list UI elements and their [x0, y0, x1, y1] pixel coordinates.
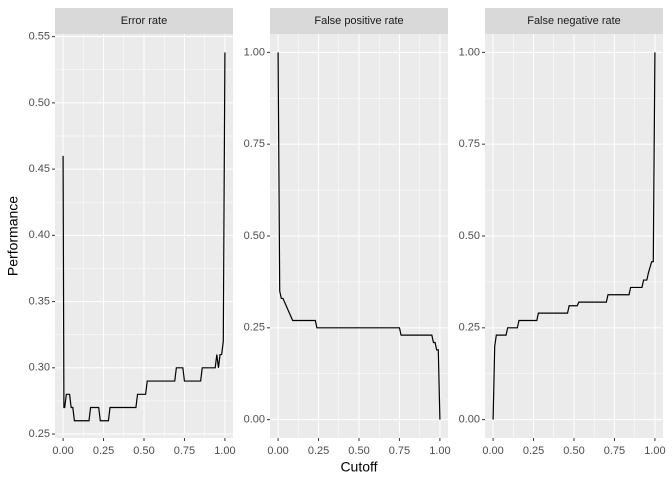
y-tick-label: 0.35 — [29, 295, 50, 307]
x-tick-label: 0.50 — [563, 445, 584, 457]
y-tick-label: 0.00 — [244, 414, 265, 426]
x-tick-label: 0.25 — [308, 445, 329, 457]
x-tick-label: 0.75 — [389, 445, 410, 457]
y-tick-label: 1.00 — [459, 46, 480, 58]
line — [277, 52, 441, 420]
x-tick-label: 0.50 — [133, 445, 154, 457]
strip — [270, 8, 448, 34]
y-tick-label: 0.50 — [29, 97, 50, 109]
y-axis-title: Performance — [5, 196, 21, 276]
y-tick-label: 0.75 — [244, 138, 265, 150]
strip — [55, 8, 233, 34]
x-tick-label: 1.00 — [429, 445, 450, 457]
y-tick-label: 0.40 — [29, 229, 50, 241]
y-tick-label: 0.30 — [29, 362, 50, 374]
panel-title: False positive rate — [314, 15, 403, 27]
x-tick-label: 0.00 — [267, 445, 288, 457]
line — [62, 52, 226, 422]
x-axis-title: Cutoff — [340, 459, 377, 475]
x-tick-label: 0.25 — [523, 445, 544, 457]
x-tick-label: 0.25 — [93, 445, 114, 457]
y-tick-label: 1.00 — [244, 46, 265, 58]
x-tick-label: 0.75 — [174, 445, 195, 457]
x-tick-label: 1.00 — [214, 445, 235, 457]
panel-title: Error rate — [121, 15, 167, 27]
y-tick-label: 0.00 — [459, 414, 480, 426]
line — [492, 52, 656, 420]
x-tick-label: 0.75 — [604, 445, 625, 457]
y-tick-label: 0.75 — [459, 138, 480, 150]
y-tick-label: 0.45 — [29, 163, 50, 175]
panel-title: False negative rate — [527, 15, 621, 27]
x-tick-label: 1.00 — [644, 445, 665, 457]
y-tick-label: 0.25 — [459, 322, 480, 334]
strip — [485, 8, 663, 34]
y-tick-label: 0.50 — [244, 230, 265, 242]
y-tick-label: 0.25 — [244, 322, 265, 334]
y-tick-label: 0.50 — [459, 230, 480, 242]
x-tick-label: 0.00 — [482, 445, 503, 457]
y-tick-label: 0.25 — [29, 428, 50, 440]
x-tick-label: 0.00 — [52, 445, 73, 457]
y-tick-label: 0.55 — [29, 31, 50, 43]
x-tick-label: 0.50 — [348, 445, 369, 457]
